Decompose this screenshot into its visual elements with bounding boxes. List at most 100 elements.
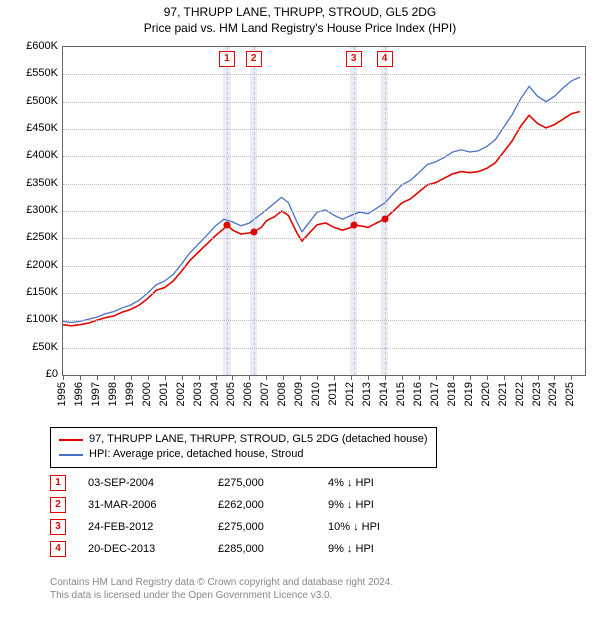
table-row: 2 31-MAR-2006£262,0009% ↓ HPI — [50, 494, 438, 516]
series-line — [63, 77, 580, 322]
x-axis-label: 2021 — [497, 382, 509, 406]
y-axis-label: £500K — [8, 95, 58, 107]
x-tick — [521, 375, 522, 380]
y-axis-label: £250K — [8, 231, 58, 243]
transaction-marker: 1 — [219, 51, 235, 67]
tx-hpi-diff: 9% ↓ HPI — [328, 543, 438, 555]
tx-number-badge: 1 — [50, 475, 66, 491]
legend-swatch — [59, 454, 83, 456]
footer-line-2: This data is licensed under the Open Gov… — [50, 589, 393, 602]
transaction-dash — [227, 47, 228, 375]
tx-date: 03-SEP-2004 — [88, 477, 218, 489]
page-title-address: 97, THRUPP LANE, THRUPP, STROUD, GL5 2DG — [0, 0, 600, 20]
x-tick — [114, 375, 115, 380]
y-axis-label: £550K — [8, 67, 58, 79]
x-tick — [283, 375, 284, 380]
x-axis-label: 2014 — [378, 382, 390, 406]
legend-item: HPI: Average price, detached house, Stro… — [59, 447, 428, 462]
x-tick — [165, 375, 166, 380]
tx-date: 24-FEB-2012 — [88, 521, 218, 533]
x-tick — [131, 375, 132, 380]
transaction-point — [381, 216, 388, 223]
legend-item: 97, THRUPP LANE, THRUPP, STROUD, GL5 2DG… — [59, 432, 428, 447]
x-axis-label: 2001 — [158, 382, 170, 406]
x-axis-label: 2006 — [242, 382, 254, 406]
legend-swatch — [59, 439, 83, 441]
x-axis-label: 2012 — [344, 382, 356, 406]
x-axis-label: 2010 — [310, 382, 322, 406]
legend: 97, THRUPP LANE, THRUPP, STROUD, GL5 2DG… — [50, 427, 437, 468]
x-tick — [419, 375, 420, 380]
tx-date: 31-MAR-2006 — [88, 499, 218, 511]
tx-number-badge: 4 — [50, 541, 66, 557]
y-axis-label: £50K — [8, 341, 58, 353]
x-tick — [334, 375, 335, 380]
x-tick — [266, 375, 267, 380]
x-axis-label: 2023 — [531, 382, 543, 406]
tx-price: £275,000 — [218, 521, 328, 533]
y-axis-label: £150K — [8, 286, 58, 298]
x-tick — [80, 375, 81, 380]
transaction-dash — [385, 47, 386, 375]
y-axis-label: £200K — [8, 259, 58, 271]
gridline-h — [63, 102, 585, 103]
gridline-h — [63, 184, 585, 185]
gridline-h — [63, 238, 585, 239]
tx-price: £285,000 — [218, 543, 328, 555]
x-axis-label: 2016 — [412, 382, 424, 406]
x-axis-label: 2022 — [514, 382, 526, 406]
x-tick — [232, 375, 233, 380]
x-tick — [300, 375, 301, 380]
gridline-h — [63, 320, 585, 321]
chart-container: 1234 £0£50K£100K£150K£200K£250K£300K£350… — [8, 40, 592, 420]
x-tick — [554, 375, 555, 380]
x-axis-label: 2020 — [480, 382, 492, 406]
tx-number-badge: 3 — [50, 519, 66, 535]
x-tick — [249, 375, 250, 380]
y-axis-label: £400K — [8, 149, 58, 161]
x-axis-label: 2000 — [141, 382, 153, 406]
x-axis-label: 2007 — [259, 382, 271, 406]
x-tick — [453, 375, 454, 380]
table-row: 324-FEB-2012£275,00010% ↓ HPI — [50, 516, 438, 538]
tx-hpi-diff: 9% ↓ HPI — [328, 499, 438, 511]
legend-label: 97, THRUPP LANE, THRUPP, STROUD, GL5 2DG… — [89, 432, 428, 447]
x-axis-label: 2002 — [175, 382, 187, 406]
x-axis-label: 1999 — [124, 382, 136, 406]
x-axis-label: 2019 — [463, 382, 475, 406]
transaction-dash — [354, 47, 355, 375]
x-axis-label: 2017 — [429, 382, 441, 406]
x-axis-label: 2018 — [446, 382, 458, 406]
x-tick — [385, 375, 386, 380]
tx-price: £262,000 — [218, 499, 328, 511]
transaction-marker: 4 — [377, 51, 393, 67]
x-tick — [216, 375, 217, 380]
x-axis-label: 1996 — [73, 382, 85, 406]
x-axis-label: 2011 — [327, 382, 339, 406]
gridline-h — [63, 74, 585, 75]
transaction-marker: 3 — [346, 51, 362, 67]
x-tick — [402, 375, 403, 380]
transaction-point — [250, 228, 257, 235]
x-axis-label: 2005 — [225, 382, 237, 406]
x-axis-label: 2025 — [564, 382, 576, 406]
x-axis-label: 1997 — [90, 382, 102, 406]
tx-number-badge: 2 — [50, 497, 66, 513]
x-axis-label: 2008 — [276, 382, 288, 406]
x-tick — [538, 375, 539, 380]
tx-date: 20-DEC-2013 — [88, 543, 218, 555]
y-axis-label: £0 — [8, 368, 58, 380]
x-tick — [504, 375, 505, 380]
x-axis-label: 2013 — [361, 382, 373, 406]
x-axis-label: 1998 — [107, 382, 119, 406]
plot-area: 1234 — [62, 46, 586, 376]
x-tick — [182, 375, 183, 380]
table-row: 4 20-DEC-2013£285,0009% ↓ HPI — [50, 538, 438, 560]
x-tick — [97, 375, 98, 380]
y-axis-label: £300K — [8, 204, 58, 216]
x-tick — [436, 375, 437, 380]
x-tick — [368, 375, 369, 380]
y-axis-label: £600K — [8, 40, 58, 52]
x-tick — [317, 375, 318, 380]
x-axis-label: 2009 — [293, 382, 305, 406]
